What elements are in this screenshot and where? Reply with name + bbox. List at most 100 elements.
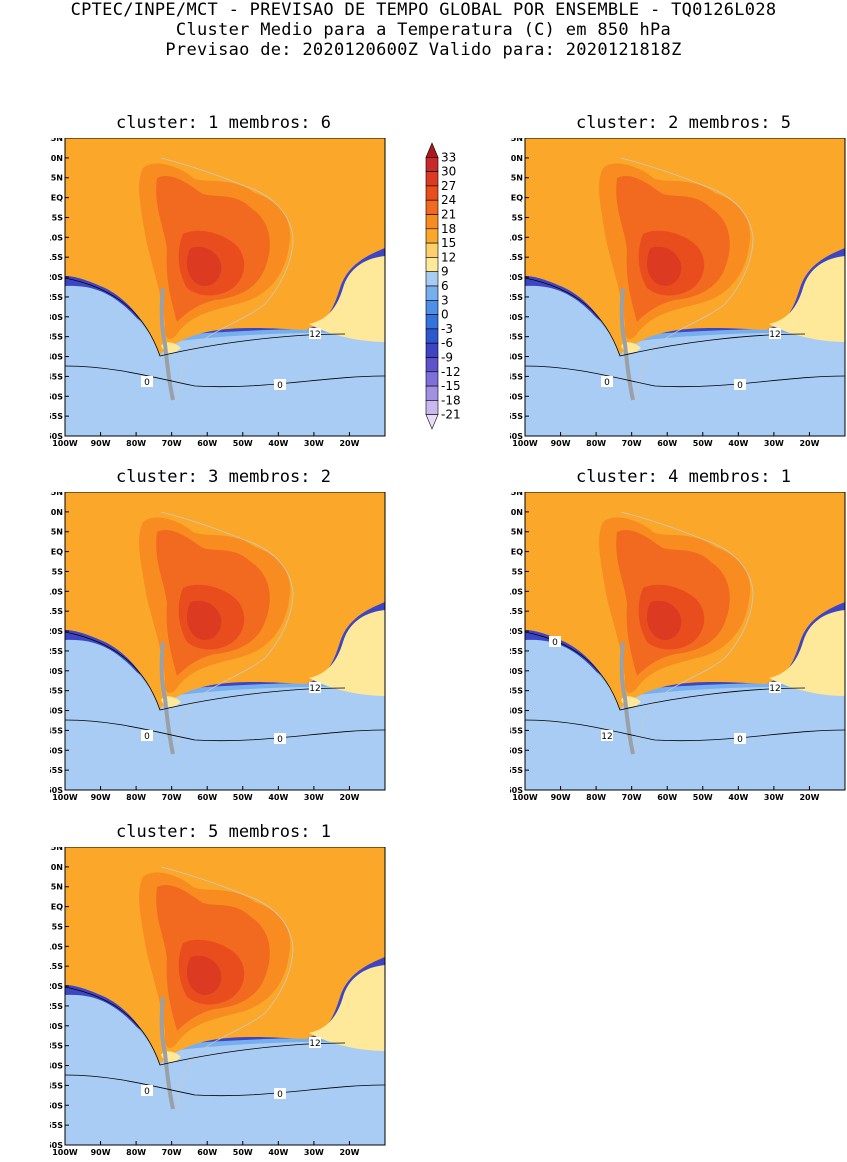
lat-label: 40S — [50, 1062, 63, 1071]
lon-label: 60W — [657, 439, 677, 448]
svg-text:0: 0 — [552, 638, 558, 648]
lat-label: 5N — [51, 883, 63, 892]
lat-label: 55S — [50, 766, 63, 775]
map-frame — [64, 492, 386, 791]
lat-label: 35S — [50, 687, 63, 696]
temperature-map: 12 12 0 0 15N 10N 5N EQ 5S 10S 15S 20S 25S 30S 35S 40S 4… — [510, 492, 846, 802]
lat-label: 15N — [510, 138, 523, 143]
andes-outline — [159, 287, 175, 401]
panel-title: cluster: 1 membros: 6 — [116, 113, 331, 133]
temperature-shading — [525, 639, 845, 790]
contour-label: 12 — [309, 682, 321, 694]
lon-label: 100W — [512, 793, 538, 802]
lat-label: 55S — [50, 412, 63, 421]
temperature-shading — [65, 994, 385, 1145]
isotherm-12 — [525, 631, 806, 711]
colorbar-label: 18 — [441, 222, 456, 236]
lat-label: 5S — [52, 567, 64, 576]
lon-label: 80W — [126, 793, 146, 802]
temperature-map: 12 0 0 15N 10N 5N EQ 5S 10S 15S 20S 25S 30S 35S 40S 45S… — [50, 138, 386, 448]
lon-label: 80W — [586, 439, 606, 448]
colorbar-swatch — [425, 271, 439, 287]
lat-label: 5N — [511, 174, 523, 183]
lon-label: 90W — [91, 439, 111, 448]
lat-label: 30S — [510, 667, 523, 676]
coastline — [620, 511, 754, 755]
contour-label: 0 — [549, 636, 561, 648]
lon-label: 100W — [52, 439, 78, 448]
lon-label: 50W — [233, 793, 253, 802]
svg-text:12: 12 — [309, 330, 320, 340]
lat-label: 35S — [510, 333, 523, 342]
svg-text:0: 0 — [144, 378, 150, 388]
isotherm-0 — [65, 719, 385, 742]
temperature-shading — [525, 285, 845, 436]
temperature-map: 12 0 0 15N 10N 5N EQ 5S 10S 15S 20S 25S 30S 35S 40S 45S… — [510, 138, 846, 448]
colorbar-label: 21 — [441, 208, 456, 222]
lon-label: 50W — [233, 439, 253, 448]
cluster-panel-3: cluster: 3 membros: 2 12 0 0 15N 10N 5N EQ 5S 10… — [50, 467, 387, 802]
lat-label: 15S — [50, 607, 63, 616]
lat-label: EQ — [511, 194, 523, 203]
colorbar-label: 15 — [441, 236, 456, 250]
lon-label: 80W — [126, 439, 146, 448]
colorbar-label: -12 — [441, 365, 461, 379]
lat-label: 20S — [510, 273, 523, 282]
svg-text:0: 0 — [277, 735, 283, 745]
contour-label: 12 — [769, 328, 781, 340]
lat-label: 35S — [50, 333, 63, 342]
lat-label: 30S — [50, 667, 63, 676]
contour-label: 0 — [141, 376, 153, 388]
isotherm-0 — [65, 365, 385, 388]
temperature-shading — [769, 610, 845, 696]
lat-label: 55S — [50, 1121, 63, 1130]
temperature-shading — [309, 256, 385, 342]
lat-label: 15S — [50, 253, 63, 262]
lat-label: 10N — [50, 154, 63, 163]
lat-label: 10S — [510, 587, 523, 596]
colorbar-swatch — [425, 371, 439, 387]
colorbar-swatch — [425, 257, 439, 273]
lat-label: 45S — [510, 726, 523, 735]
isotherm-0 — [525, 365, 845, 388]
temperature-shading — [647, 600, 682, 640]
colorbar-swatch — [425, 400, 439, 415]
lon-label: 30W — [304, 1148, 324, 1157]
lat-label: 20S — [50, 627, 63, 636]
isotherm-0 — [65, 1074, 385, 1097]
lat-label: 60S — [50, 786, 63, 795]
lon-label: 40W — [728, 439, 748, 448]
lat-label: 15N — [50, 138, 63, 143]
lon-label: 100W — [52, 1148, 78, 1157]
lat-label: 10S — [50, 587, 63, 596]
colorbar-swatch — [425, 414, 439, 430]
svg-text:0: 0 — [737, 381, 743, 391]
header: CPTEC/INPE/MCT - PREVISAO DE TEMPO GLOBA… — [0, 0, 847, 60]
contour-label: 0 — [141, 1085, 153, 1097]
colorbar-label: -9 — [441, 351, 453, 365]
lat-label: 5N — [51, 174, 63, 183]
colorbar-swatch — [425, 328, 439, 344]
temperature-shading — [309, 610, 385, 696]
colorbar-label: 6 — [441, 279, 449, 293]
svg-text:0: 0 — [277, 381, 283, 391]
svg-text:0: 0 — [277, 1090, 283, 1100]
lon-label: 60W — [197, 1148, 217, 1157]
contour-label: 0 — [274, 1088, 286, 1100]
colorbar-swatch — [425, 314, 439, 330]
lat-label: 60S — [510, 432, 523, 441]
lon-label: 90W — [551, 793, 571, 802]
cluster-panel-1: cluster: 1 membros: 6 12 0 0 15N 10N 5N EQ 5S 10… — [50, 113, 387, 448]
lon-label: 50W — [233, 1148, 253, 1157]
lat-label: 45S — [510, 372, 523, 381]
andes-outline — [159, 996, 175, 1110]
lon-label: 30W — [304, 439, 324, 448]
lon-label: 40W — [268, 439, 288, 448]
lat-label: 50S — [510, 746, 523, 755]
lat-label: 10N — [50, 863, 63, 872]
map-frame — [64, 847, 386, 1146]
lon-label: 60W — [197, 793, 217, 802]
colorbar-label: -6 — [441, 336, 453, 350]
lon-label: 50W — [693, 439, 713, 448]
